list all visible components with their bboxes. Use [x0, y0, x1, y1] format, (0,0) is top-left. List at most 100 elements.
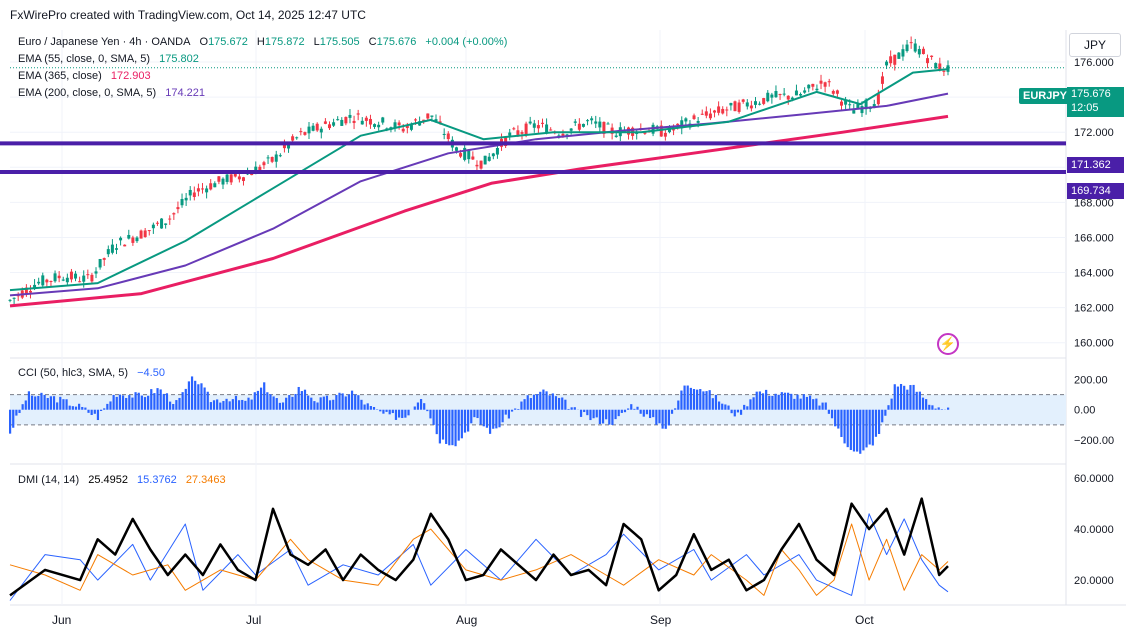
cci-bar [225, 398, 228, 410]
cci-bar [592, 409, 595, 419]
cci-bar [677, 400, 680, 410]
candle-body [24, 287, 28, 294]
cci-bar [238, 400, 241, 410]
candle-body [782, 93, 786, 95]
cci-bar [529, 398, 532, 410]
candle-body [852, 110, 856, 114]
candle-body [885, 61, 889, 66]
cci-bar [379, 409, 382, 412]
currency-button[interactable]: JPY [1069, 33, 1121, 57]
candle-body [184, 197, 188, 201]
cci-bar [266, 392, 269, 410]
cci-bar [648, 409, 652, 419]
cci-bar [74, 406, 78, 410]
candle-body [233, 172, 237, 177]
candle-body [471, 156, 475, 160]
cci-bar [445, 409, 448, 444]
y-tick-label: 200.00 [1074, 375, 1108, 387]
candle-body [332, 122, 336, 126]
cci-bar [818, 405, 821, 410]
cci-bar [645, 409, 649, 415]
cci-bar [780, 392, 783, 410]
candle-body [135, 237, 139, 242]
candle-body [393, 122, 397, 129]
y-tick-label: 172.000 [1074, 127, 1114, 139]
cci-bar [765, 389, 768, 410]
cci-bar [846, 409, 849, 448]
cci-bar [736, 409, 740, 413]
candle-body [762, 98, 766, 104]
ema365-label: EMA (365, close) [18, 70, 102, 82]
cci-bar [285, 397, 288, 410]
cci-bar [711, 398, 714, 410]
ema365-legend: EMA (365, close) 172.903 [18, 70, 157, 82]
candle-body [442, 133, 446, 135]
candle-body [49, 280, 53, 282]
cci-bar [658, 409, 661, 424]
cci-bar [714, 394, 718, 410]
candle-body [729, 102, 733, 106]
cci-bar [463, 409, 467, 433]
candle-body [598, 121, 602, 128]
candle-body [487, 156, 491, 161]
cci-bar [608, 409, 611, 425]
cci-bar [175, 400, 178, 410]
cci-bar [796, 394, 799, 410]
cci-bar [435, 409, 438, 435]
y-tick-label: 0.00 [1074, 405, 1095, 417]
adx-line [9, 497, 949, 597]
candle-body [680, 120, 684, 129]
candle-body [794, 90, 798, 96]
cci-bar [212, 400, 216, 410]
cci-bar [749, 399, 752, 410]
cci-bar [197, 384, 200, 410]
cci-bar [275, 398, 278, 410]
candle-body [606, 123, 610, 125]
ema55-label: EMA (55, close, 0, SMA, 5) [18, 53, 151, 65]
cci-bar [868, 409, 871, 445]
cci-bar [316, 402, 319, 410]
cci-bar [768, 395, 771, 410]
ema200-legend: EMA (200, close, 0, SMA, 5) 174.221 [18, 87, 211, 99]
candle-body [594, 121, 598, 124]
cci-bar [78, 403, 81, 410]
cci-bar [595, 409, 598, 418]
candle-body [282, 144, 286, 149]
candle-body [815, 88, 819, 91]
lightning-icon[interactable]: ⚡ [937, 333, 959, 355]
candle-body [209, 183, 213, 190]
cci-bar [391, 409, 394, 414]
cci-bar [579, 409, 583, 417]
cci-bar [918, 391, 921, 410]
candle-body [422, 119, 426, 122]
cci-bar [112, 394, 115, 410]
candle-body [573, 121, 577, 123]
candle-body [241, 177, 245, 181]
cci-bar [413, 406, 416, 410]
cci-bar [721, 403, 724, 410]
cci-bar [216, 399, 219, 410]
candle-body [131, 237, 135, 243]
candle-body [569, 128, 573, 131]
cci-bar [548, 395, 551, 410]
candle-body [303, 132, 307, 135]
candle-body [172, 213, 176, 215]
cci-bar [40, 392, 43, 410]
ema55-value: 175.802 [159, 53, 199, 65]
cci-bar [332, 399, 335, 410]
cci-bar [856, 409, 859, 452]
candle-body [180, 198, 184, 206]
cci-bar [140, 395, 143, 410]
candle-body [532, 123, 536, 128]
cci-bar [887, 405, 890, 410]
candle-body [835, 90, 839, 94]
cci-bar [843, 409, 846, 444]
cci-bar [341, 393, 344, 410]
cci-bar [824, 402, 827, 410]
cci-bar [727, 405, 730, 410]
candle-body [491, 153, 495, 157]
candle-body [651, 124, 655, 134]
cci-bar [137, 392, 140, 410]
candle-body [753, 101, 757, 105]
